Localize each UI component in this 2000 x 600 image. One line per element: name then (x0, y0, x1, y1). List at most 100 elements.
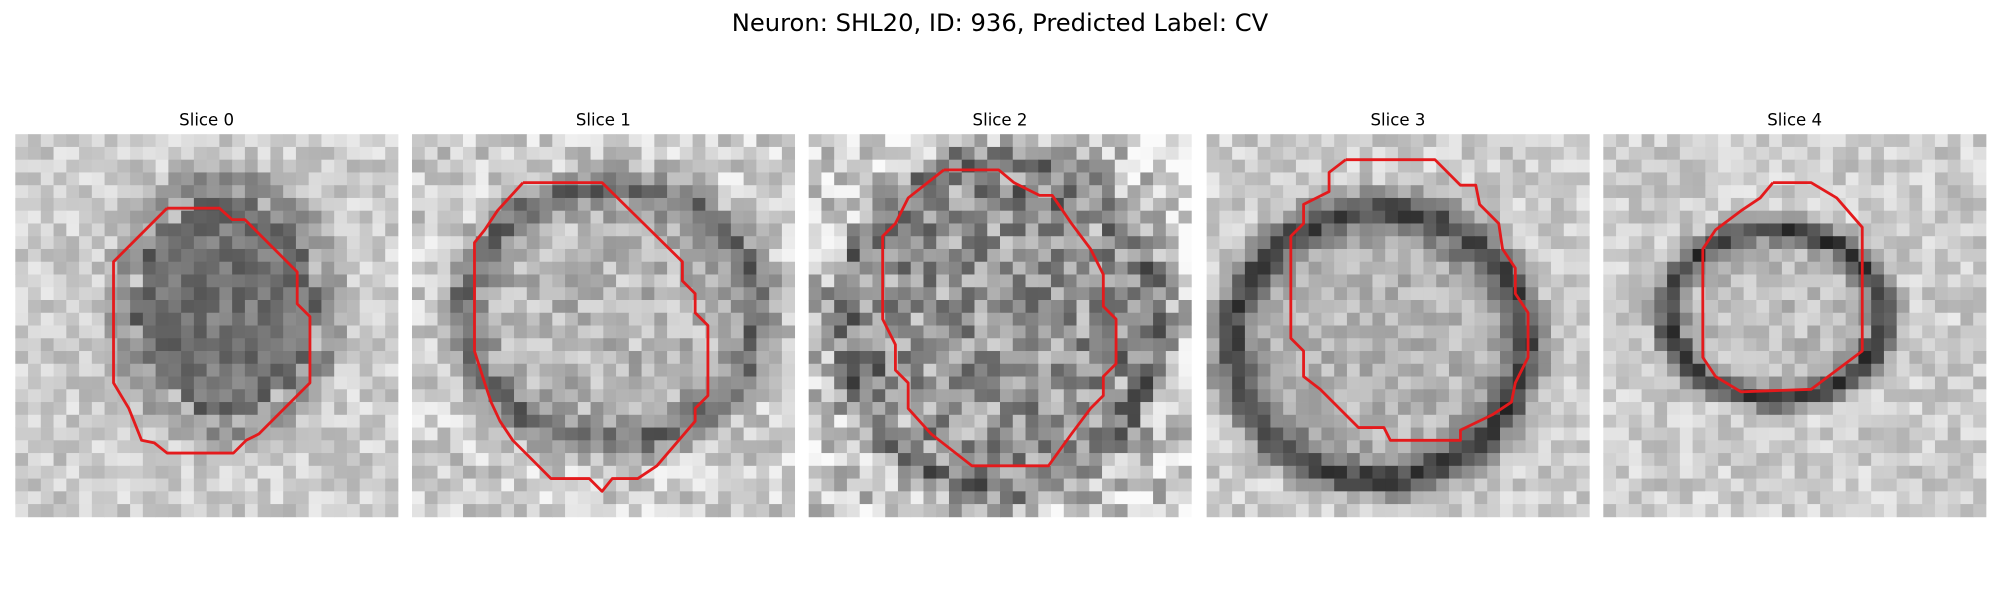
pixel (1973, 440, 1987, 454)
pixel (295, 351, 310, 365)
pixel (346, 146, 361, 161)
pixel (308, 363, 322, 377)
pixel (821, 159, 835, 173)
pixel (1127, 363, 1141, 377)
pixel (1359, 325, 1373, 339)
pixel (1102, 504, 1116, 518)
pixel (1538, 185, 1552, 199)
pixel (193, 427, 208, 441)
pixel (1114, 504, 1128, 518)
pixel (1436, 223, 1450, 237)
pixel (692, 376, 706, 390)
pixel (654, 287, 668, 301)
pixel (79, 376, 93, 390)
pixel (1563, 261, 1577, 275)
pixel (1551, 363, 1565, 377)
pixel (1487, 363, 1501, 377)
pixel (936, 197, 950, 212)
pixel (40, 300, 54, 314)
pixel (1270, 414, 1284, 428)
pixel (1512, 223, 1526, 237)
pixel (654, 248, 668, 263)
pixel (1012, 197, 1026, 212)
pixel (1628, 465, 1642, 479)
pixel (1038, 210, 1052, 224)
pixel (219, 146, 233, 161)
pixel (130, 312, 144, 326)
pixel (66, 261, 80, 275)
pixel (1127, 478, 1141, 492)
pixel (104, 185, 118, 199)
pixel (437, 134, 451, 148)
pixel (1756, 402, 1770, 416)
pixel (1871, 146, 1885, 161)
pixel (603, 376, 617, 390)
pixel (1960, 440, 1974, 454)
pixel (846, 376, 861, 390)
pixel (539, 363, 553, 377)
pixel (1257, 185, 1271, 199)
pixel (1232, 465, 1246, 479)
pixel (1883, 389, 1898, 403)
pixel (730, 504, 745, 518)
pixel (1692, 389, 1706, 403)
pixel (91, 325, 105, 339)
pixel (168, 146, 182, 161)
pixel (1525, 363, 1539, 377)
pixel (501, 236, 515, 250)
pixel (79, 389, 93, 403)
pixel (1794, 338, 1808, 352)
pixel (846, 274, 861, 288)
pixel (1127, 427, 1141, 441)
pixel (1909, 491, 1923, 505)
pixel (616, 325, 630, 339)
pixel (1308, 440, 1322, 454)
pixel (130, 325, 144, 339)
pixel (1896, 236, 1910, 250)
pixel (1127, 325, 1141, 339)
pixel (1832, 312, 1847, 326)
pixel (1705, 491, 1719, 505)
pixel (424, 134, 438, 148)
pixel (168, 453, 182, 467)
pixel (1410, 376, 1424, 390)
pixel (1334, 197, 1348, 212)
pixel (1934, 197, 1949, 212)
pixel (692, 453, 706, 467)
pixel (385, 134, 399, 148)
pixel (219, 197, 233, 212)
pixel (910, 376, 924, 390)
pixel (1308, 453, 1322, 467)
pixel (411, 465, 426, 479)
pixel (552, 389, 566, 403)
pixel (730, 325, 745, 339)
pixel (769, 478, 783, 492)
pixel (679, 172, 693, 186)
pixel (1576, 134, 1590, 148)
pixel (155, 338, 169, 352)
pixel (463, 440, 477, 454)
pixel (1743, 453, 1757, 467)
pixel (808, 159, 822, 173)
pixel (463, 210, 477, 224)
pixel (1832, 236, 1847, 250)
pixel (181, 402, 195, 416)
pixel (539, 389, 553, 403)
pixel (1474, 325, 1488, 339)
pixel (1563, 453, 1577, 467)
pixel (1871, 453, 1885, 467)
pixel (1769, 312, 1783, 326)
pixel (781, 197, 796, 212)
pixel (206, 376, 220, 390)
pixel (1705, 134, 1719, 148)
pixel (1244, 504, 1259, 518)
pixel (1423, 504, 1437, 518)
pixel (1576, 172, 1590, 186)
pixel (1973, 287, 1987, 301)
pixel (1500, 363, 1514, 377)
pixel (974, 504, 988, 518)
pixel (1127, 351, 1141, 365)
pixel (1934, 210, 1949, 224)
pixel (718, 504, 732, 518)
pixel (821, 402, 835, 416)
